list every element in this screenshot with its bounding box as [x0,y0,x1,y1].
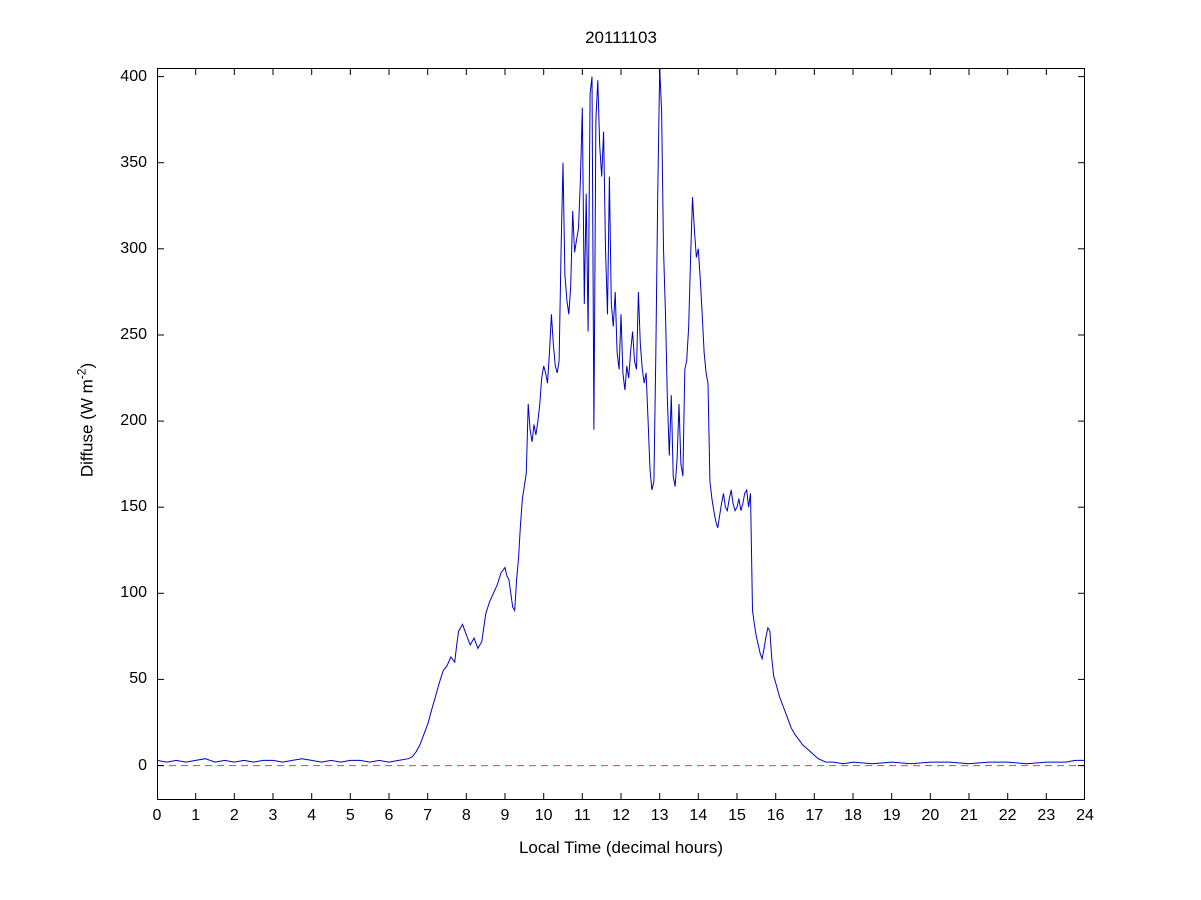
x-tick-label: 24 [1076,807,1094,824]
x-tick-label: 11 [574,807,591,824]
x-tick-label: 23 [1037,807,1056,824]
x-tick-label: 21 [960,807,978,824]
y-tick-label: 350 [120,153,147,171]
x-tick-label: 4 [307,807,317,824]
y-tick-label: 400 [120,67,147,85]
y-tick-label: 100 [120,584,147,602]
x-tick-label: 2 [229,807,239,824]
x-tick-label: 7 [423,807,433,824]
y-axis-label-close: ) [77,362,97,369]
x-tick-label: 18 [844,807,862,824]
x-tick-label: 5 [345,807,355,824]
y-tick-label: 150 [120,498,147,516]
x-tick-label: 0 [152,807,162,824]
y-axis-label-superscript: -2 [74,368,89,380]
x-tick-label: 1 [191,807,201,824]
y-tick-label: 300 [120,239,147,257]
x-tick-label: 10 [534,807,553,824]
x-tick-label: 19 [882,807,901,824]
x-tick-label: 8 [461,807,471,824]
x-tick-label: 12 [612,807,630,824]
y-tick-label: 50 [129,670,147,688]
y-tick-label: 250 [120,325,147,343]
x-tick-label: 9 [500,807,510,824]
axes-frame [157,68,1085,800]
y-tick-label: 200 [120,412,147,430]
series-diffuse-irradiance [157,68,1085,765]
x-axis-label: Local Time (decimal hours) [518,838,724,857]
x-tick-label: 13 [650,807,669,824]
x-tick-label: 15 [728,807,746,824]
y-tick-label: 0 [138,756,147,774]
x-tick-label: 22 [998,807,1017,824]
x-tick-label: 16 [766,807,785,824]
x-tick-label: 20 [921,807,940,824]
plot-area [157,68,1085,800]
x-tick-label: 17 [805,807,824,824]
chart-title: 20111103 [585,28,657,47]
x-tick-label: 3 [268,807,278,824]
x-tick-label: 14 [689,807,708,824]
x-tick-label: 6 [384,807,394,824]
